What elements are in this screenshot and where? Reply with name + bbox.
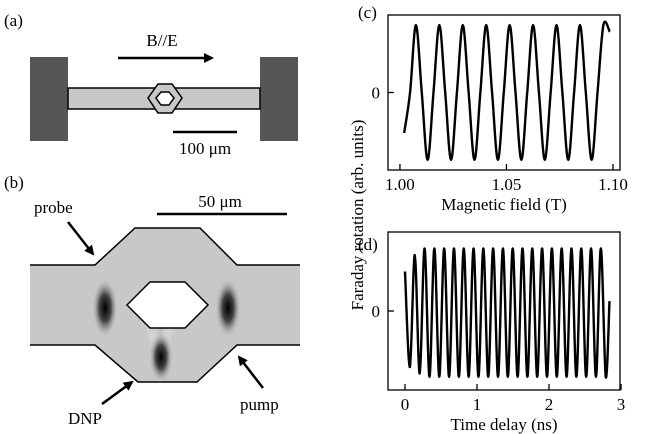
dnp-arrow: [101, 380, 134, 406]
panel-label: (a): [4, 11, 23, 30]
pump-arrow: [237, 355, 264, 389]
y-axis-label: Faraday rotation (arb. units): [348, 120, 367, 311]
panel-label: (c): [358, 3, 377, 22]
electrode: [260, 57, 298, 141]
dnp-label: DNP: [68, 409, 102, 428]
x-tick-label: 1.05: [492, 175, 522, 194]
probe-arrow: [67, 221, 95, 256]
arrow-label: B//E: [146, 31, 177, 50]
x-tick-label: 0: [401, 395, 410, 414]
y-tick-label: 0: [372, 84, 381, 103]
data-line: [403, 247, 611, 379]
panel-a: (a) B//E 100 μm: [4, 11, 298, 158]
scale-label: 50 μm: [198, 192, 242, 211]
dnp-spot: [149, 331, 173, 383]
x-axis-label: Magnetic field (T): [441, 195, 567, 214]
pump-label: pump: [240, 395, 279, 414]
probe-label: probe: [34, 198, 73, 217]
ring-hole: [155, 91, 175, 106]
x-axis-label: Time delay (ns): [450, 415, 557, 434]
data-line: [403, 20, 611, 162]
electrode: [30, 57, 68, 141]
x-tick-label: 2: [545, 395, 554, 414]
probe-spot: [92, 278, 118, 338]
pump-spot: [215, 278, 241, 338]
panel-label: (d): [358, 235, 378, 254]
panel-b: (b) 50 μm probe DNP pump: [4, 173, 300, 428]
y-tick-label: 0: [372, 302, 381, 321]
x-tick-label: 3: [617, 395, 626, 414]
device-outline: [30, 227, 300, 383]
scale-label: 100 μm: [179, 139, 231, 158]
x-tick-label: 1.00: [385, 175, 415, 194]
hole: [125, 281, 210, 329]
panel-label: (b): [4, 173, 24, 192]
x-tick-label: 1.10: [598, 175, 628, 194]
x-tick-label: 1: [473, 395, 482, 414]
